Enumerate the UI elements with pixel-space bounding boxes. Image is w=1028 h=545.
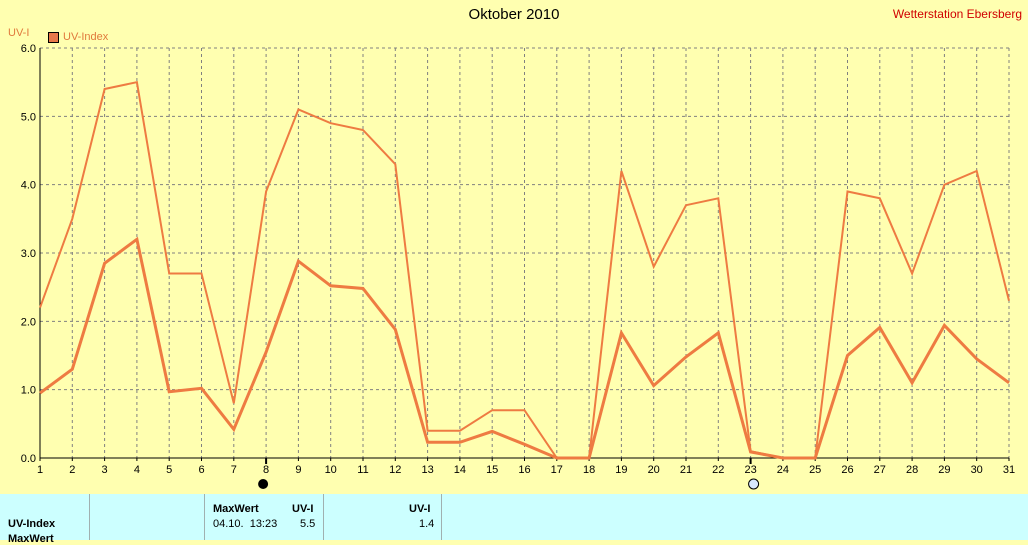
x-tick-label: 13 <box>421 464 433 476</box>
col-header-maxwert: MaxWert <box>213 503 259 515</box>
x-tick-label: 12 <box>389 464 401 476</box>
x-tick-label: 30 <box>971 464 983 476</box>
x-tick-label: 17 <box>551 464 563 476</box>
y-tick-label: 2.0 <box>21 316 36 328</box>
x-tick-label: 28 <box>906 464 918 476</box>
x-tick-label: 31 <box>1003 464 1015 476</box>
y-tick-label: 6.0 <box>21 43 36 55</box>
x-tick-label: 21 <box>680 464 692 476</box>
uv-chart: 0.01.02.03.04.05.06.01 2 3 4 5 6 7 8 9 10 11 12 13 14… <box>21 43 1015 490</box>
col-header-uvi: UV-I <box>292 503 314 515</box>
row-label-maxwert: MaxWert <box>8 533 54 545</box>
x-tick-label: 5 <box>166 464 172 476</box>
x-tick-label: 23 <box>744 464 756 476</box>
x-tick-label: 1 <box>37 464 43 476</box>
summary-table: UV-Index MaxWert MaxWert UV-I UV-I 04.10… <box>0 494 1028 545</box>
table-divider <box>89 494 90 540</box>
x-tick-label: 7 <box>231 464 237 476</box>
x-tick-label: 29 <box>938 464 950 476</box>
chart-area: 0.0 1.0 2.0 3.0 4.0 5.0 6.0 1 2 3 4 5 6 7 8 9 10 11 12 13 14… <box>8 6 1022 490</box>
chart-title: Oktober 2010 <box>468 6 560 23</box>
new-moon-icon <box>258 479 269 489</box>
y-tick-label: 4.0 <box>21 180 36 192</box>
x-tick-label: 3 <box>102 464 108 476</box>
x-tick-label: 2 <box>69 464 75 476</box>
x-tick-label: 24 <box>777 464 789 476</box>
x-tick-label: 14 <box>454 464 466 476</box>
legend-swatch <box>48 31 59 43</box>
y-tick-label: 5.0 <box>21 111 36 123</box>
y-tick-label: 1.0 <box>21 385 36 397</box>
x-tick-label: 8 <box>263 464 269 476</box>
x-tick-label: 9 <box>295 464 301 476</box>
x-tick-label: 15 <box>486 464 498 476</box>
series-line-max <box>39 81 1010 459</box>
x-tick-label: 27 <box>874 464 886 476</box>
x-tick-label: 18 <box>583 464 595 476</box>
table-divider <box>204 494 205 540</box>
y-tick-label: 3.0 <box>21 248 36 260</box>
series-line-mean <box>39 236 1010 460</box>
x-tick-label: 22 <box>712 464 724 476</box>
x-tick-label: 20 <box>648 464 660 476</box>
max-datetime: 04.10. 13:23 <box>213 518 278 530</box>
x-tick-label: 6 <box>198 464 204 476</box>
x-tick-label: 4 <box>134 464 140 476</box>
max-value: 5.5 <box>300 518 316 530</box>
x-tick-label: 10 <box>325 464 337 476</box>
row-label-uvindex: UV-Index <box>8 518 56 530</box>
x-tick-label: 26 <box>841 464 853 476</box>
x-tick-label: 25 <box>809 464 821 476</box>
legend-label: UV-Index <box>63 31 109 43</box>
legend: UV-Index <box>48 31 108 43</box>
col-header-uvi-mean: UV-I <box>409 503 431 515</box>
mean-value: 1.4 <box>419 518 435 530</box>
full-moon-icon <box>748 478 760 490</box>
table-divider <box>441 494 442 540</box>
x-tick-label: 16 <box>518 464 530 476</box>
table-divider <box>323 494 324 540</box>
station-name: Wetterstation Ebersberg <box>892 7 1022 21</box>
y-tick-label: 0.0 <box>21 453 36 465</box>
x-tick-label: 11 <box>357 464 368 476</box>
y-axis-unit: UV-I <box>8 27 30 39</box>
x-tick-label: 19 <box>615 464 627 476</box>
